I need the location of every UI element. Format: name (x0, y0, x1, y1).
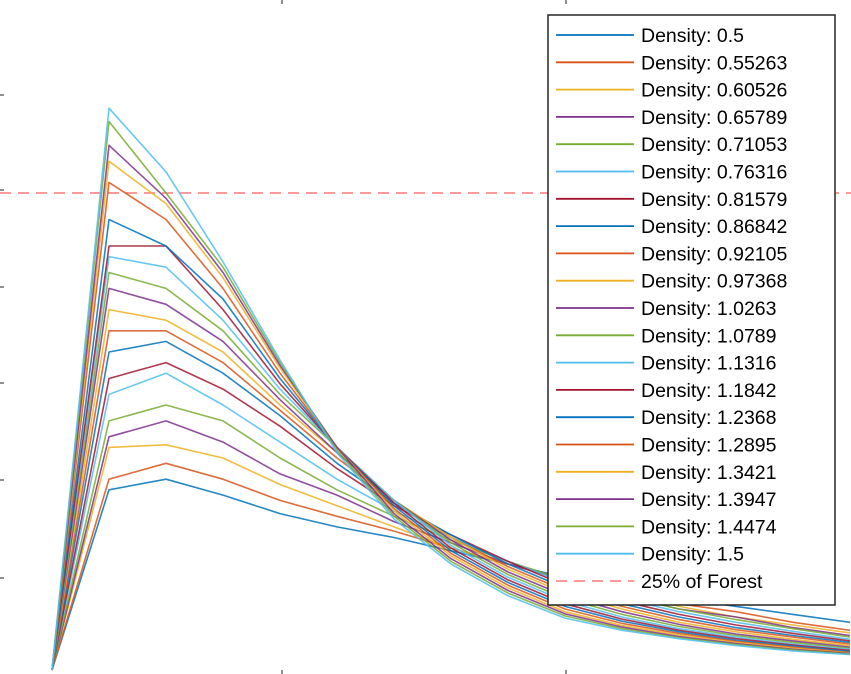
legend-label: 25% of Forest (641, 571, 763, 593)
legend-label: Density: 1.2368 (641, 407, 777, 429)
series-line-10 (51, 308, 851, 671)
legend: Density: 0.5 Density: 0.55263 Density: 0.6… (547, 14, 836, 606)
legend-label: Density: 0.92105 (641, 243, 788, 265)
legend-label: Density: 1.1316 (641, 353, 777, 375)
legend-label: Density: 1.5 (641, 544, 744, 566)
series-line-18 (51, 144, 851, 671)
series-line-12 (51, 271, 851, 671)
legend-label: Density: 0.55263 (641, 52, 787, 74)
legend-label: Density: 0.86842 (641, 216, 787, 238)
legend-label: Density: 1.4474 (641, 516, 777, 538)
legend-label: Density: 1.0789 (641, 325, 777, 347)
series-line-8 (51, 340, 851, 671)
series-line-15 (51, 218, 851, 671)
series-line-16 (51, 181, 851, 671)
series-line-20 (51, 107, 851, 671)
series-line-11 (51, 287, 851, 671)
legend-label: Density: 0.71053 (641, 134, 787, 156)
legend-label: Density: 1.3947 (641, 489, 777, 511)
legend-label: Density: 0.81579 (641, 189, 787, 211)
axis-ticks (0, 0, 567, 674)
legend-label: Density: 1.0263 (641, 298, 777, 320)
legend-label: Density: 0.60526 (641, 80, 787, 102)
legend-label: Density: 1.2895 (641, 435, 777, 457)
legend-label: Density: 0.65789 (641, 107, 787, 129)
series-line-14 (51, 245, 851, 671)
series-line-13 (51, 255, 851, 671)
legend-label: Density: 1.1842 (641, 380, 777, 402)
legend-label: Density: 0.97368 (641, 271, 787, 293)
legend-label: Density: 0.5 (641, 25, 744, 47)
legend-label: Density: 1.3421 (641, 462, 777, 484)
legend-label: Density: 0.76316 (641, 162, 787, 184)
legend-box (547, 14, 836, 606)
series-line-19 (51, 120, 851, 671)
series-line-17 (51, 160, 851, 671)
